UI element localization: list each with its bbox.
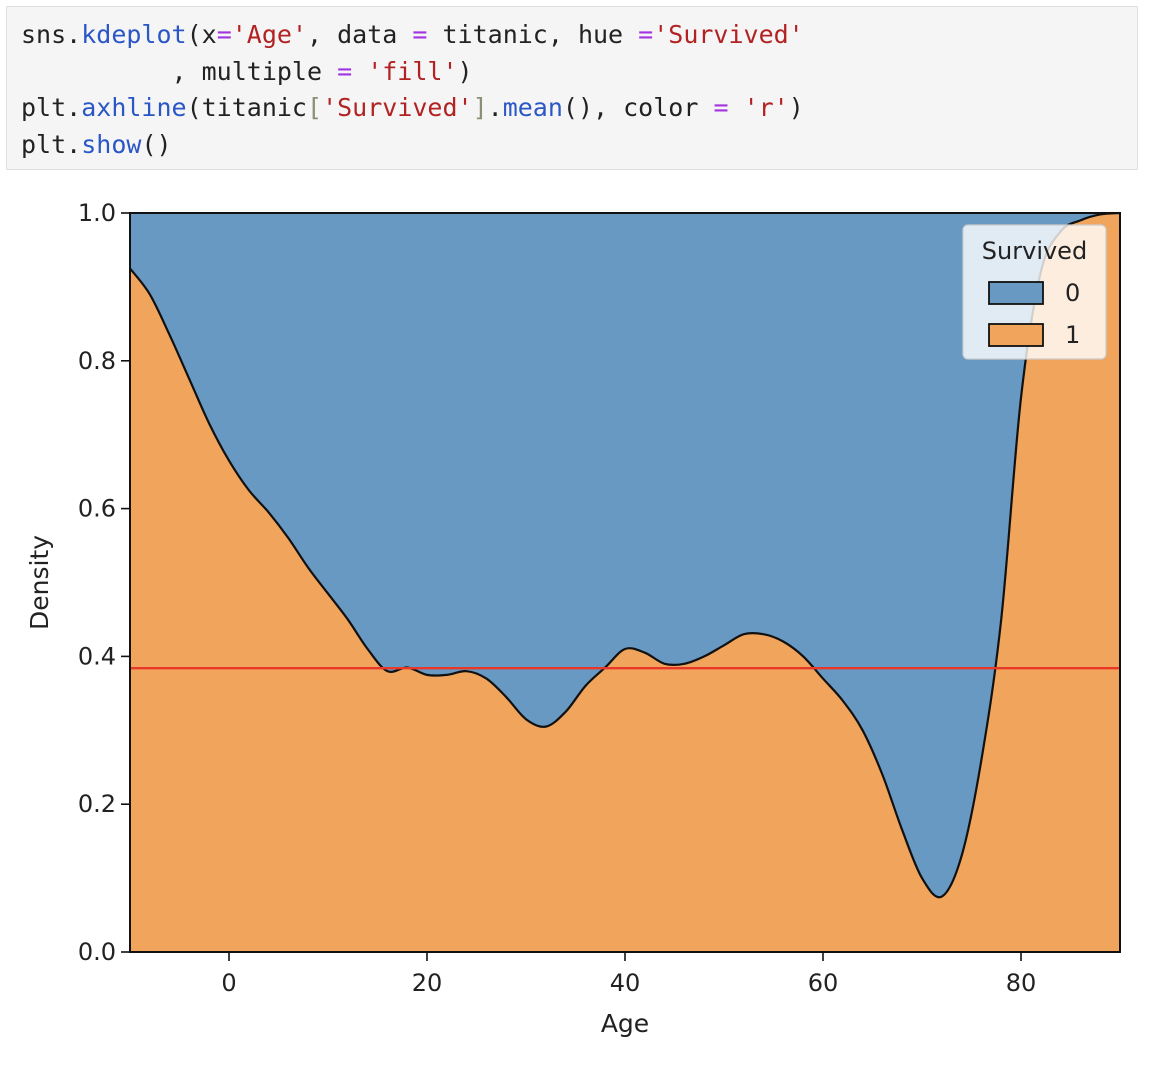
x-tick-label: 40 [610,969,641,997]
code-token: ) [457,56,473,86]
code-line: sns.kdeplot(x='Age', data = titanic, hue… [21,17,804,54]
legend-swatch-1 [988,323,1044,347]
y-tick-label: 0.8 [78,347,116,375]
code-token [352,57,367,86]
code-token: , multiple [21,56,338,86]
code-token: ) [788,93,804,122]
code-token: axhline [81,93,187,122]
kde-fill-chart: 0 20 40 60 80 0.0 0.2 0.4 0.6 0.8 1.0 Age Density Sur… [25,199,1121,1038]
y-tick-label: 0.2 [78,790,116,818]
code-token [729,93,744,122]
code-line: , multiple = 'fill') [21,54,804,91]
code-line: plt.show() [21,127,804,164]
code-token: = [638,20,654,49]
code-token: sns. [21,20,82,49]
code-token: 'Age' [231,20,308,49]
code-block: sns.kdeplot(x='Age', data = titanic, hue… [21,17,804,163]
x-tick-label: 60 [808,969,839,997]
code-token: (), color [562,93,714,122]
code-token: kdeplot [81,20,187,49]
kde-boundary-line [129,211,1121,899]
code-token: (x [186,20,217,49]
chart-area: 0 20 40 60 80 0.0 0.2 0.4 0.6 0.8 1.0 Age Density Sur… [0,178,1152,1066]
area-survived-0 [130,213,1120,898]
legend-label-1: 1 [1065,321,1080,349]
legend-title: Survived [982,237,1087,265]
code-token: 'Survived' [653,20,804,49]
x-tick-label: 0 [221,969,236,997]
area-survived-1 [130,213,1120,952]
x-tick-label: 20 [412,969,443,997]
code-token: = [216,20,232,49]
code-cell[interactable]: sns.kdeplot(x='Age', data = titanic, hue… [6,6,1138,170]
y-tick-label: 0.4 [78,642,116,670]
y-tick-label: 0.6 [78,495,116,523]
code-line: plt.axhline(titanic['Survived'].mean(), … [21,90,804,127]
y-axis-label: Density [25,535,54,630]
code-token: ] [472,93,488,122]
code-token: = [713,93,729,122]
code-token: = [337,56,353,86]
code-token: (titanic [186,93,307,122]
code-token: 'Survived' [322,93,473,122]
code-token: show [81,129,142,159]
code-token: , data [307,20,413,49]
code-token: [ [307,93,323,122]
y-tick-label: 1.0 [78,199,116,227]
code-token: 'fill' [367,56,458,86]
code-token: plt. [21,93,82,122]
code-token: () [141,129,172,159]
x-tick-label: 80 [1006,969,1037,997]
y-tick-label: 0.0 [78,938,116,966]
code-token: . [487,93,503,122]
code-token: plt. [21,129,82,159]
code-token: 'r' [743,93,789,122]
legend-swatch-0 [988,281,1044,305]
code-token: titanic, hue [427,20,639,49]
code-token: mean [502,93,563,122]
x-axis-label: Age [601,1009,649,1038]
code-token: = [412,20,428,49]
legend-label-0: 0 [1065,279,1080,307]
